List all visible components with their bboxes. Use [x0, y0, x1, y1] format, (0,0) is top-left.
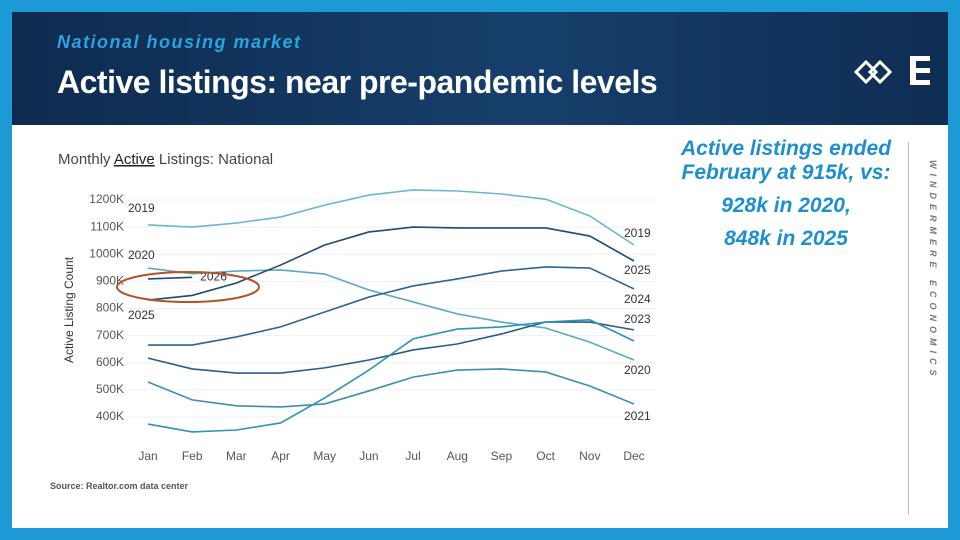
x-tick-label: Sep: [491, 449, 513, 463]
x-tick-label: Feb: [182, 449, 203, 463]
series-line: [147, 319, 635, 433]
source: Source: Realtor.com data center: [50, 481, 189, 491]
callout: Active listings ended February at 915k, …: [667, 137, 905, 260]
title: Active listings: near pre-pandemic level…: [57, 64, 658, 100]
y-tick-label: 1100K: [90, 219, 124, 233]
x-tick-label: May: [313, 449, 336, 463]
series-line: [147, 189, 635, 246]
y-tick-label: 800K: [96, 301, 124, 315]
brand: WINDERMERE ECONOMICS: [928, 160, 938, 381]
series-line: [148, 266, 635, 346]
y-tick-label: 900K: [96, 274, 124, 288]
y-tick-label: 700K: [96, 328, 124, 342]
x-tick-label: Jun: [359, 449, 378, 463]
series-label: 2025: [624, 263, 651, 277]
series-line: [147, 226, 635, 301]
chart-title: Monthly Active Listings: National: [58, 151, 273, 168]
highlight-ellipse: [116, 271, 260, 303]
y-tick-label: 1000K: [89, 246, 124, 260]
x-tick-label: Jul: [405, 449, 420, 463]
series-line: [147, 276, 193, 280]
y-tick-label: 1200K: [89, 192, 124, 206]
series-label: 2020: [128, 248, 155, 262]
y-tick-label: 400K: [96, 409, 124, 423]
series-line: [147, 368, 635, 408]
x-tick-label: Oct: [536, 449, 555, 463]
series-label: 2019: [128, 201, 155, 215]
series-label: 2025: [128, 308, 155, 322]
x-tick-label: Apr: [271, 449, 290, 463]
x-tick-label: Jan: [138, 449, 157, 463]
x-tick-label: Mar: [226, 449, 247, 463]
series-label: 2019: [624, 226, 651, 240]
series-line: [147, 321, 635, 374]
header: National housing market Active listings:…: [12, 12, 948, 125]
series-label: 2024: [624, 292, 651, 306]
logo: [853, 56, 930, 85]
subtitle: National housing market: [57, 32, 302, 52]
y-tick-label: 500K: [96, 382, 124, 396]
x-tick-label: Aug: [447, 449, 468, 463]
divider: [908, 142, 909, 515]
callout-line: 848k in 2025: [724, 227, 848, 250]
callout-line: Active listings ended February at 915k, …: [680, 137, 892, 184]
series-label: 2021: [624, 409, 651, 423]
y-tick-label: 600K: [96, 355, 124, 369]
series-line: [147, 267, 635, 361]
series-label: 2023: [624, 312, 651, 326]
x-tick-label: Dec: [623, 449, 644, 463]
y-axis-label: Active Listing Count: [62, 256, 76, 363]
x-tick-label: Nov: [579, 449, 600, 463]
callout-line: 928k in 2020,: [721, 194, 851, 217]
series-label: 2020: [624, 363, 651, 377]
